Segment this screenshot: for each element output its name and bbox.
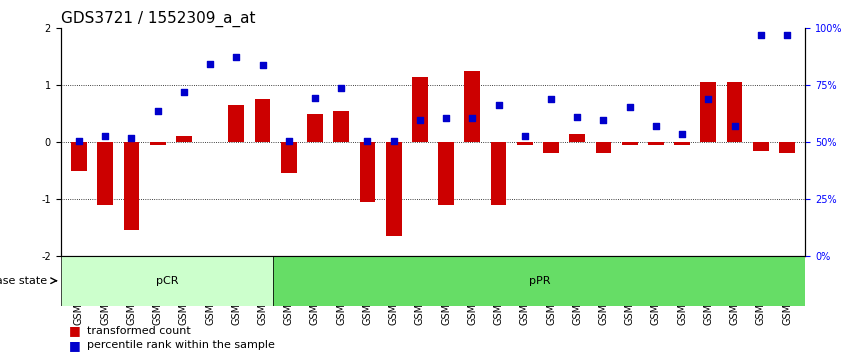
Bar [648,142,663,145]
Bar [359,142,375,202]
Bar [543,142,559,154]
FancyBboxPatch shape [274,256,805,306]
Bar [176,136,191,142]
Point [255,62,269,68]
Point [204,61,217,67]
Text: ■: ■ [69,325,81,337]
Bar [596,142,611,154]
Text: disease state: disease state [0,276,48,286]
Point [308,95,322,101]
Bar [71,142,87,171]
Point [571,114,585,119]
Point [649,123,662,129]
FancyBboxPatch shape [61,256,274,306]
Bar [701,82,716,142]
Bar [517,142,533,145]
Bar [124,142,139,230]
Point [465,115,479,121]
Bar [622,142,637,145]
Bar [779,142,795,154]
Bar [333,111,349,142]
Bar [491,142,507,205]
Point [360,138,374,144]
Point [439,115,453,121]
Point [229,54,243,59]
Text: ■: ■ [69,339,81,352]
Text: transformed count: transformed count [87,326,191,336]
Text: GDS3721 / 1552309_a_at: GDS3721 / 1552309_a_at [61,11,255,27]
Point [701,97,715,102]
Bar [229,105,244,142]
Point [597,118,611,123]
Point [281,138,295,144]
Bar [753,142,769,151]
Bar [675,142,690,145]
Bar [727,82,742,142]
Point [125,135,139,141]
Point [334,85,348,91]
Text: pPR: pPR [528,276,550,286]
Bar [385,142,402,236]
Bar [569,133,585,142]
Bar [281,142,297,173]
Point [780,32,794,38]
Bar [97,142,113,205]
Point [177,89,191,95]
Point [518,133,532,139]
Point [492,102,506,108]
Point [72,138,86,144]
Text: percentile rank within the sample: percentile rank within the sample [87,340,275,350]
Bar [412,77,428,142]
Bar [150,142,165,145]
Point [675,131,689,136]
Point [623,104,637,110]
Bar [255,99,270,142]
Point [98,133,112,139]
Bar [307,114,323,142]
Point [387,138,401,144]
Bar [464,71,481,142]
Bar [438,142,454,205]
Point [413,118,427,123]
Point [544,97,558,102]
Point [727,123,741,129]
Point [151,108,165,114]
Text: pCR: pCR [156,276,178,286]
Point [754,32,768,38]
